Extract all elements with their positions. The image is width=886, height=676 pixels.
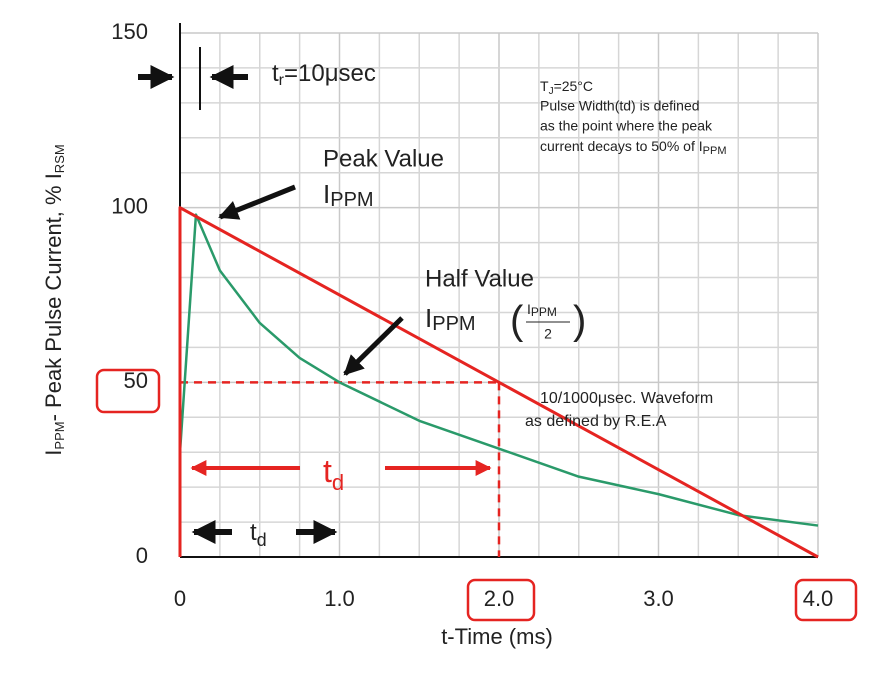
y-title-part: - Peak Pulse Current, % I: [41, 173, 66, 421]
y-title-sub: RSM: [52, 144, 67, 173]
half-symbol: IPPM: [425, 303, 476, 335]
sub: PPM: [531, 305, 557, 319]
sub: PPM: [703, 145, 727, 157]
series-line: [178, 213, 819, 527]
y-title-part: I: [41, 450, 66, 456]
arrow: [343, 316, 404, 376]
highlight-box: [466, 578, 536, 622]
t: current decays to 50% of I: [540, 138, 703, 154]
i: I: [425, 303, 432, 333]
td-label: td: [323, 453, 344, 494]
series-line: [178, 206, 819, 559]
waveform-note: as defined by R.E.A: [525, 413, 667, 430]
sub: PPM: [432, 313, 475, 335]
rise-time-label: tr=10μsec: [272, 60, 376, 89]
note: current decays to 50% of IPPM: [540, 138, 726, 157]
y-axis-title: IPPM- Peak Pulse Current, % IRSM: [41, 144, 68, 455]
note: Pulse Width(td) is defined: [540, 98, 700, 114]
fraction-top: IPPM: [527, 301, 557, 319]
sub: d: [332, 470, 344, 495]
t: t: [323, 453, 332, 489]
y-tick-label: 100: [111, 193, 148, 218]
y-tick-label: 150: [111, 19, 148, 44]
t: T: [540, 78, 549, 94]
waveform-note: 10/1000μsec. Waveform: [540, 390, 713, 407]
t: t: [250, 519, 257, 546]
highlight-box: [794, 578, 858, 622]
t: t: [272, 60, 279, 87]
sub: PPM: [330, 189, 373, 211]
peak-symbol: IPPM: [323, 179, 374, 211]
rest: =10μsec: [284, 60, 376, 87]
i: I: [527, 301, 531, 317]
x-tick-label: 4.0: [803, 586, 834, 611]
note: as the point where the peak: [540, 118, 713, 134]
rest: =25°C: [554, 78, 593, 94]
note: TJ=25°C: [540, 78, 593, 97]
td-small-label: td: [250, 519, 267, 549]
labels: t-Time (ms) IPPM- Peak Pulse Current, % …: [41, 19, 858, 649]
arrow: [218, 184, 296, 220]
sub: d: [257, 530, 267, 550]
plot: [178, 206, 819, 559]
x-tick-label: 2.0: [484, 586, 515, 611]
y-tick-label: 0: [136, 543, 148, 568]
half-label: Half Value: [425, 265, 534, 292]
paren: ): [573, 299, 586, 343]
highlight-box: [95, 368, 161, 414]
fraction-bottom: 2: [544, 326, 552, 342]
x-tick-label: 3.0: [643, 586, 674, 611]
i: I: [323, 179, 330, 209]
y-title-sub: PPM: [52, 421, 67, 449]
y-tick-label: 50: [124, 368, 148, 393]
x-tick-label: 0: [174, 586, 186, 611]
peak-label: Peak Value: [323, 145, 444, 172]
x-axis-title: t-Time (ms): [441, 624, 553, 649]
x-tick-label: 1.0: [324, 586, 355, 611]
sub: J: [549, 86, 554, 97]
sub: r: [279, 72, 285, 89]
paren: (: [510, 299, 524, 343]
